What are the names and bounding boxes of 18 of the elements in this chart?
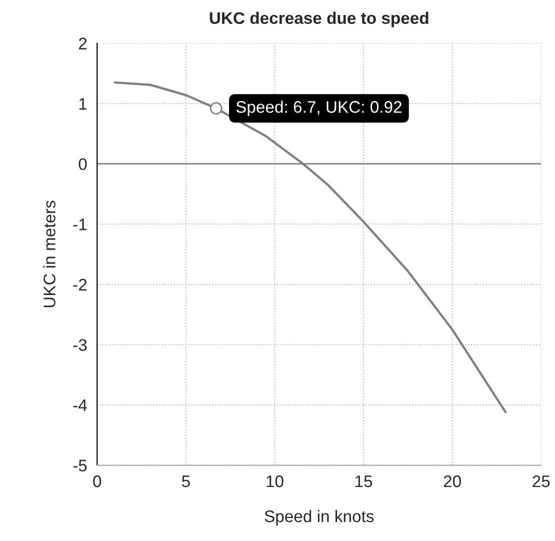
x-tick-label: 15 — [356, 476, 372, 488]
y-tick-label: 2 — [78, 38, 87, 50]
y-tick-label: 1 — [79, 98, 87, 110]
y-tick-label: -1 — [73, 218, 87, 230]
chart-title: UKC decrease due to speed — [210, 12, 428, 28]
x-tick-label: 25 — [532, 475, 550, 488]
x-tick-label: 10 — [266, 475, 284, 488]
x-tick-label: 0 — [93, 475, 102, 488]
x-tick-label: 20 — [444, 475, 461, 488]
y-axis-title: UKC in meters — [43, 200, 56, 308]
annotation: Speed: 6.7, UKC: 0.92 — [236, 100, 402, 116]
x-tick-label: 5 — [182, 476, 190, 488]
y-tick-label: -2 — [73, 278, 87, 290]
y-tick-label: 0 — [78, 158, 87, 170]
y-tick-label: -3 — [73, 339, 87, 351]
y-tick-label: -4 — [73, 400, 87, 412]
y-tick-label: -5 — [73, 460, 87, 472]
x-axis-title: Speed in knots — [264, 510, 374, 526]
